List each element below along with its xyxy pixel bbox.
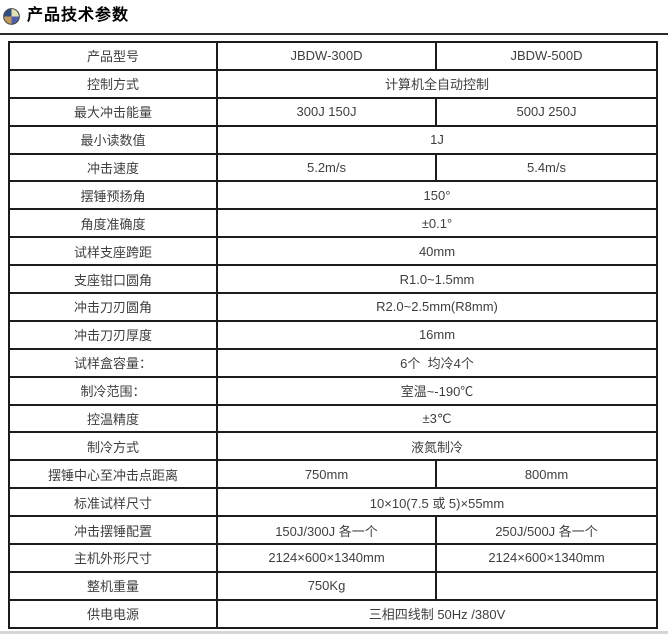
param-label-cell: 试样盒容量： [8,347,218,378]
table-row: 冲击速度 5.2m/s 5.4m/s [8,152,658,183]
param-value-cell: JBDW-300D [216,41,437,71]
param-label-cell: 整机重量 [8,570,218,601]
table-row: 角度准确度 ±0.1° [8,208,658,239]
param-value-cell: 5.2m/s [216,152,437,183]
param-label-cell: 支座钳口圆角 [8,264,218,295]
param-label-cell: 冲击速度 [8,152,218,183]
table-row: 冲击刀刃厚度 16mm [8,319,658,350]
param-label-cell: 供电电源 [8,598,218,629]
page-bottom-divider [0,631,668,634]
table-row: 控温精度 ±3℃ [8,403,658,434]
table-row: 供电电源 三相四线制 50Hz /380V [8,598,658,629]
table-row: 控制方式 计算机全自动控制 [8,68,658,99]
param-value-cell: 液氮制冷 [216,431,658,462]
param-value-cell: 10×10(7.5 或 5)×55mm [216,487,658,518]
param-value-cell: 800mm [435,459,658,490]
table-row: 最小读数值 1J [8,124,658,155]
quartered-sphere-icon [3,7,20,25]
table-row: 制冷范围： 室温~-190℃ [8,375,658,406]
param-label-cell: 控制方式 [8,68,218,99]
spec-table: 产品型号 JBDW-300D JBDW-500D 控制方式 计算机全自动控制 最… [8,41,658,629]
param-label-cell: 冲击摆锤配置 [8,515,218,546]
param-label-cell: 试样支座跨距 [8,236,218,267]
param-value-cell: 250J/500J 各一个 [435,515,658,546]
param-value-cell: 计算机全自动控制 [216,68,658,99]
param-label-cell: 标准试样尺寸 [8,487,218,518]
title-underline [0,33,668,35]
param-value-cell: 2124×600×1340mm [216,543,437,573]
page-title: 产品技术参数 [27,7,130,24]
param-value-cell: ±0.1° [216,208,658,239]
param-value-cell: 750mm [216,459,437,490]
param-label-cell: 主机外形尺寸 [8,543,218,573]
table-row: 标准试样尺寸 10×10(7.5 或 5)×55mm [8,487,658,518]
param-value-cell: 1J [216,124,658,155]
param-label-cell: 摆锤预扬角 [8,180,218,211]
param-value-cell: 150° [216,180,658,211]
table-row: 冲击摆锤配置 150J/300J 各一个 250J/500J 各一个 [8,515,658,546]
param-value-cell: JBDW-500D [435,41,658,71]
param-value-cell: 2124×600×1340mm [435,543,658,573]
param-value-cell: 5.4m/s [435,152,658,183]
section-header: 产品技术参数 [3,4,129,28]
param-value-cell: 三相四线制 50Hz /380V [216,598,658,629]
table-row: 摆锤中心至冲击点距离 750mm 800mm [8,459,658,490]
param-value-cell: 40mm [216,236,658,267]
table-row: 冲击刀刃圆角 R2.0~2.5mm(R8mm) [8,292,658,322]
param-label-cell: 摆锤中心至冲击点距离 [8,459,218,490]
table-row: 最大冲击能量 300J 150J 500J 250J [8,96,658,127]
param-value-cell: R2.0~2.5mm(R8mm) [216,292,658,322]
table-row: 产品型号 JBDW-300D JBDW-500D [8,41,658,71]
param-label-cell: 控温精度 [8,403,218,434]
param-value-cell: 室温~-190℃ [216,375,658,406]
param-label-cell: 冲击刀刃厚度 [8,319,218,350]
param-value-cell: 16mm [216,319,658,350]
param-value-cell: R1.0~1.5mm [216,264,658,295]
param-value-cell: 750Kg [216,570,437,601]
table-row: 整机重量 750Kg [8,570,658,601]
param-value-cell: 300J 150J [216,96,437,127]
table-row: 试样盒容量： 6个 均冷4个 [8,347,658,378]
param-label-cell: 制冷方式 [8,431,218,462]
param-value-cell: 500J 250J [435,96,658,127]
param-label-cell: 冲击刀刃圆角 [8,292,218,322]
param-value-cell: 150J/300J 各一个 [216,515,437,546]
param-label-cell: 角度准确度 [8,208,218,239]
param-label-cell: 最小读数值 [8,124,218,155]
param-label-cell: 最大冲击能量 [8,96,218,127]
param-label-cell: 制冷范围： [8,375,218,406]
table-row: 摆锤预扬角 150° [8,180,658,211]
table-row: 制冷方式 液氮制冷 [8,431,658,462]
param-value-cell [435,570,658,601]
table-row: 主机外形尺寸 2124×600×1340mm 2124×600×1340mm [8,543,658,573]
param-value-cell: ±3℃ [216,403,658,434]
param-value-cell: 6个 均冷4个 [216,347,658,378]
param-label-cell: 产品型号 [8,41,218,71]
table-row: 支座钳口圆角 R1.0~1.5mm [8,264,658,295]
table-row: 试样支座跨距 40mm [8,236,658,267]
